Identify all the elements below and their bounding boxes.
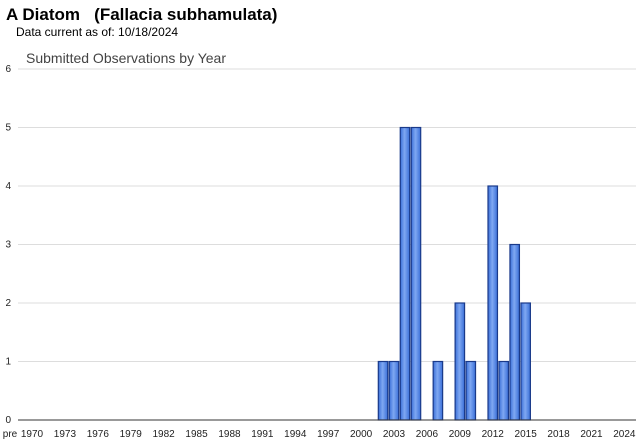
y-tick-label: 6: [5, 64, 11, 75]
bar-2015: [520, 302, 531, 421]
x-tick-label: 2012: [482, 429, 505, 440]
x-tick-label: 2000: [350, 429, 373, 440]
bar-2004: [399, 126, 411, 421]
data-current-date: Data current as of: 10/18/2024: [16, 25, 179, 39]
x-tick-label: 2003: [383, 429, 406, 440]
bar-2013: [498, 360, 510, 421]
x-tick-label: 1988: [218, 429, 241, 440]
x-tick-label: 2024: [613, 429, 636, 440]
x-tick-label: 2021: [580, 429, 603, 440]
bar-2002: [377, 360, 389, 421]
bar-2014: [509, 243, 521, 421]
bar-layer: [377, 126, 531, 421]
y-tick-label: 3: [5, 240, 11, 251]
x-tick-label: 1970: [21, 429, 44, 440]
header: A Diatom (Fallacia subhamulata): [6, 4, 277, 26]
species-title: A Diatom (Fallacia subhamulata): [6, 5, 278, 24]
bar-2010: [465, 360, 477, 421]
x-tick-label: 1973: [54, 429, 77, 440]
bar-2012: [487, 185, 499, 421]
y-tick-label: 4: [5, 181, 11, 192]
x-tick-label: 1979: [120, 429, 143, 440]
bar-2007: [432, 360, 444, 421]
grid-layer: [18, 68, 636, 362]
x-tick-label: 2018: [547, 429, 570, 440]
y-tick-label: 0: [5, 415, 11, 426]
y-tick-label: 1: [5, 357, 11, 368]
x-tick-label: 1991: [251, 429, 274, 440]
x-tick-label: 1982: [153, 429, 176, 440]
axis-layer: 0 1 2 3 4 5 6 pre 1970 1973 1976 1979 1982 1985 1988 19…: [3, 64, 636, 440]
x-tick-label: 1994: [284, 429, 307, 440]
y-tick-label: 2: [5, 298, 11, 309]
x-tick-label: pre: [3, 429, 18, 440]
x-tick-label: 2009: [449, 429, 472, 440]
bar-2009: [454, 302, 466, 421]
y-tick-label: 5: [5, 123, 11, 134]
bar-2005: [410, 126, 422, 421]
x-tick-label: 1985: [185, 429, 208, 440]
bar-2003: [388, 360, 400, 421]
x-tick-label: 1976: [87, 429, 110, 440]
chart-title: Submitted Observations by Year: [26, 50, 226, 66]
x-tick-label: 1997: [317, 429, 340, 440]
x-tick-label: 2006: [416, 429, 439, 440]
x-tick-label: 2015: [515, 429, 538, 440]
